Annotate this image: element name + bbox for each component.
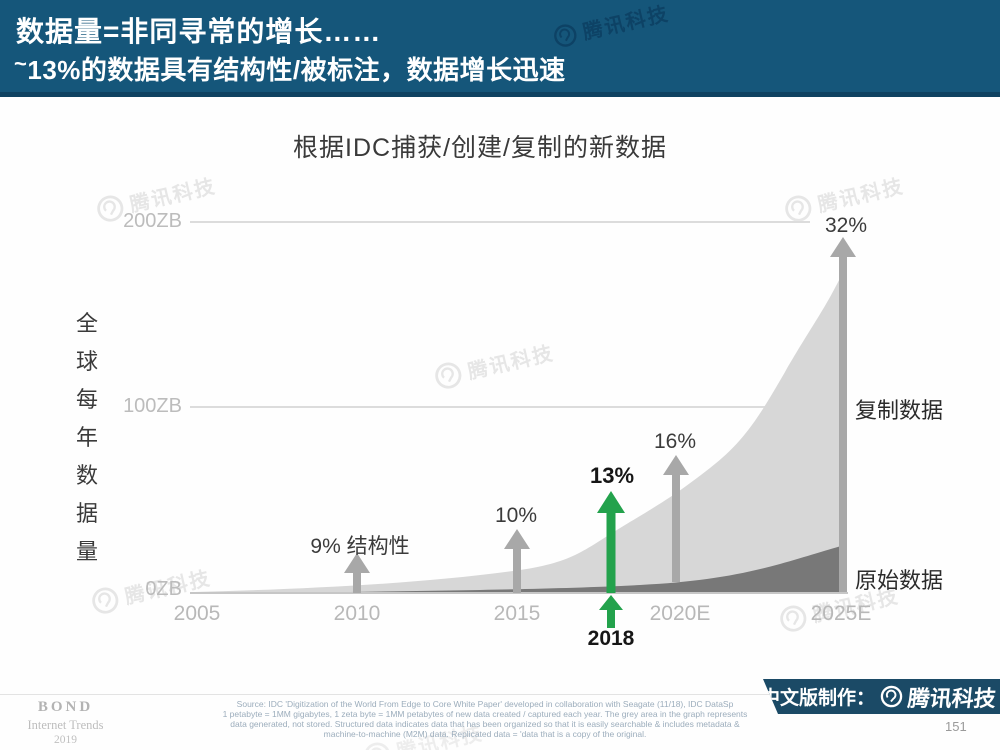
y-tick-100zb: 100ZB	[123, 395, 182, 417]
x-tick-2025e: 2025E	[810, 602, 872, 625]
tencent-credit-banner: 中文版制作： 腾讯科技	[760, 679, 1000, 714]
header-bar: 数据量=非同寻常的增长…… ~13%的数据具有结构性/被标注，数据增长迅速 腾讯…	[0, 0, 1000, 97]
y-tick-200zb: 200ZB	[123, 210, 182, 232]
area-replicated-data	[195, 268, 845, 592]
source-line: 1 petabyte = 1MM gigabytes, 1 zeta byte …	[222, 709, 748, 719]
y-axis-title-char: 数	[76, 463, 99, 488]
annotation-2025-pct: 32%	[824, 214, 868, 237]
x-tick-2010: 2010	[333, 602, 381, 625]
annotation-2010-structured: 9% 结构性	[310, 535, 410, 558]
bond-logo-title: BOND	[37, 699, 94, 715]
gridline-200zb	[190, 221, 810, 223]
slide-subtitle-text: 13%的数据具有结构性/被标注，数据增长迅速	[27, 55, 566, 85]
annotation-2018-pct: 13%	[589, 463, 635, 488]
label-replicated-data: 复制数据	[855, 398, 944, 423]
annotation-2015-pct: 10%	[494, 504, 538, 527]
arrow-up-icon-2015	[504, 529, 530, 593]
bond-logo-subtitle: Internet Trends	[27, 718, 104, 732]
tencent-tech-logo-icon	[880, 685, 903, 708]
y-axis-title-char: 量	[76, 539, 99, 564]
watermark: 腾讯科技	[550, 0, 672, 52]
footer-divider	[0, 694, 1000, 695]
source-line: Source: IDC 'Digitization of the World F…	[236, 699, 734, 709]
slide-title-line2: ~13%的数据具有结构性/被标注，数据增长迅速	[14, 50, 566, 87]
label-original-data: 原始数据	[855, 568, 944, 593]
y-axis-title-char: 全	[76, 311, 99, 336]
arrow-up-icon-2025e	[830, 237, 856, 592]
source-note: Source: IDC 'Digitization of the World F…	[135, 699, 835, 739]
banner-prefix-text: 中文版制作：	[760, 688, 875, 709]
y-axis-title-char: 每	[76, 387, 99, 412]
arrow-up-icon-2010	[344, 553, 370, 593]
page-number: 151	[945, 719, 967, 734]
watermark-text: 腾讯科技	[580, 2, 672, 45]
slide-title-line1: 数据量=非同寻常的增长……	[16, 16, 382, 47]
y-axis-title-char: 年	[76, 425, 99, 450]
y-tick-0zb: 0ZB	[145, 578, 182, 600]
x-tick-2020e: 2020E	[649, 602, 711, 625]
arrow-up-icon-2020e	[663, 455, 689, 582]
banner-brand-text: 腾讯科技	[906, 685, 998, 711]
arrow-up-icon-2018-green	[597, 491, 625, 593]
source-line: machine-to-machine (M2M) data. Replicate…	[323, 729, 647, 739]
area-original-data	[350, 545, 845, 592]
arrow-up-icon-2018-green-small	[599, 595, 623, 628]
y-axis-title-char: 据	[76, 501, 99, 526]
annotation-2020-pct: 16%	[653, 430, 697, 453]
tilde-prefix: ~	[14, 51, 28, 76]
chart-title: 根据IDC捕获/创建/复制的新数据	[293, 134, 667, 162]
bond-logo: BOND Internet Trends 2019	[8, 699, 123, 746]
annotation-year-2018: 2018	[587, 627, 635, 650]
y-axis-title: 全 球 每 年 数 据 量	[76, 312, 98, 564]
gridline-100zb	[190, 406, 845, 408]
y-axis-title-char: 球	[76, 349, 99, 374]
x-tick-2015: 2015	[493, 602, 541, 625]
watermark-logo-icon	[554, 23, 577, 47]
source-line: data generated, not stored. Structured d…	[230, 719, 740, 729]
bond-logo-year: 2019	[54, 734, 77, 746]
x-tick-2005: 2005	[173, 602, 221, 625]
